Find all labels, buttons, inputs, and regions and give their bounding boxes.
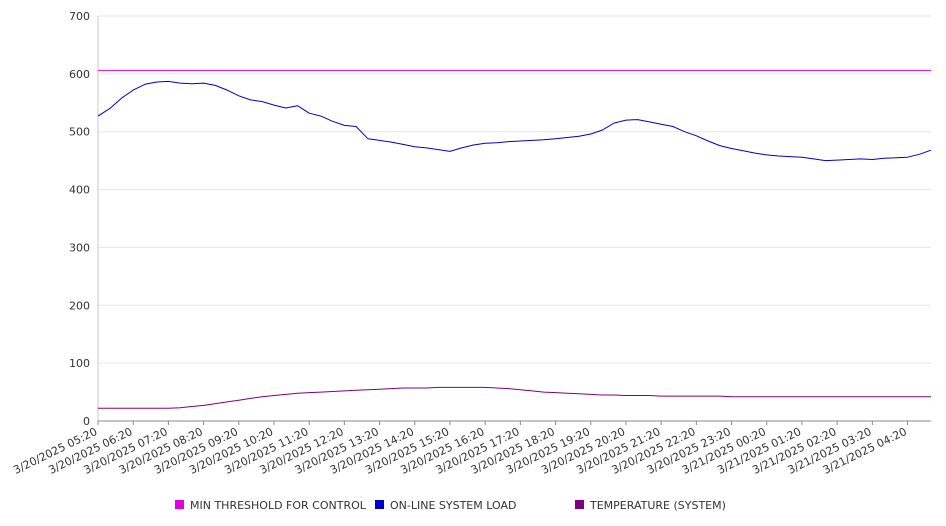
- x-axis: 3/20/2025 05:203/20/2025 06:203/20/2025 …: [11, 420, 931, 477]
- y-tick-label: 200: [69, 299, 90, 312]
- legend-label: MIN THRESHOLD FOR CONTROL: [190, 499, 367, 512]
- y-tick-label: 600: [69, 68, 90, 81]
- y-tick-label: 500: [69, 126, 90, 139]
- y-tick-label: 100: [69, 357, 90, 370]
- series-layer: [97, 69, 932, 409]
- legend-swatch: [375, 500, 384, 509]
- legend-swatch: [575, 500, 584, 509]
- legend-swatch: [175, 500, 184, 509]
- legend: MIN THRESHOLD FOR CONTROL ON-LINE SYSTEM …: [175, 499, 726, 512]
- y-tick-label: 0: [83, 415, 90, 428]
- y-tick-label: 400: [69, 184, 90, 197]
- y-axis: 0 100 200 300 400 500 600 700: [69, 10, 99, 428]
- legend-label: TEMPERATURE (SYSTEM): [589, 499, 726, 512]
- series-line-1: [97, 80, 932, 162]
- series-line-2: [98, 386, 931, 409]
- y-tick-label: 300: [69, 241, 90, 254]
- y-tick-label: 700: [69, 10, 90, 23]
- legend-label: ON-LINE SYSTEM LOAD: [390, 499, 516, 512]
- grid-lines: [98, 15, 931, 422]
